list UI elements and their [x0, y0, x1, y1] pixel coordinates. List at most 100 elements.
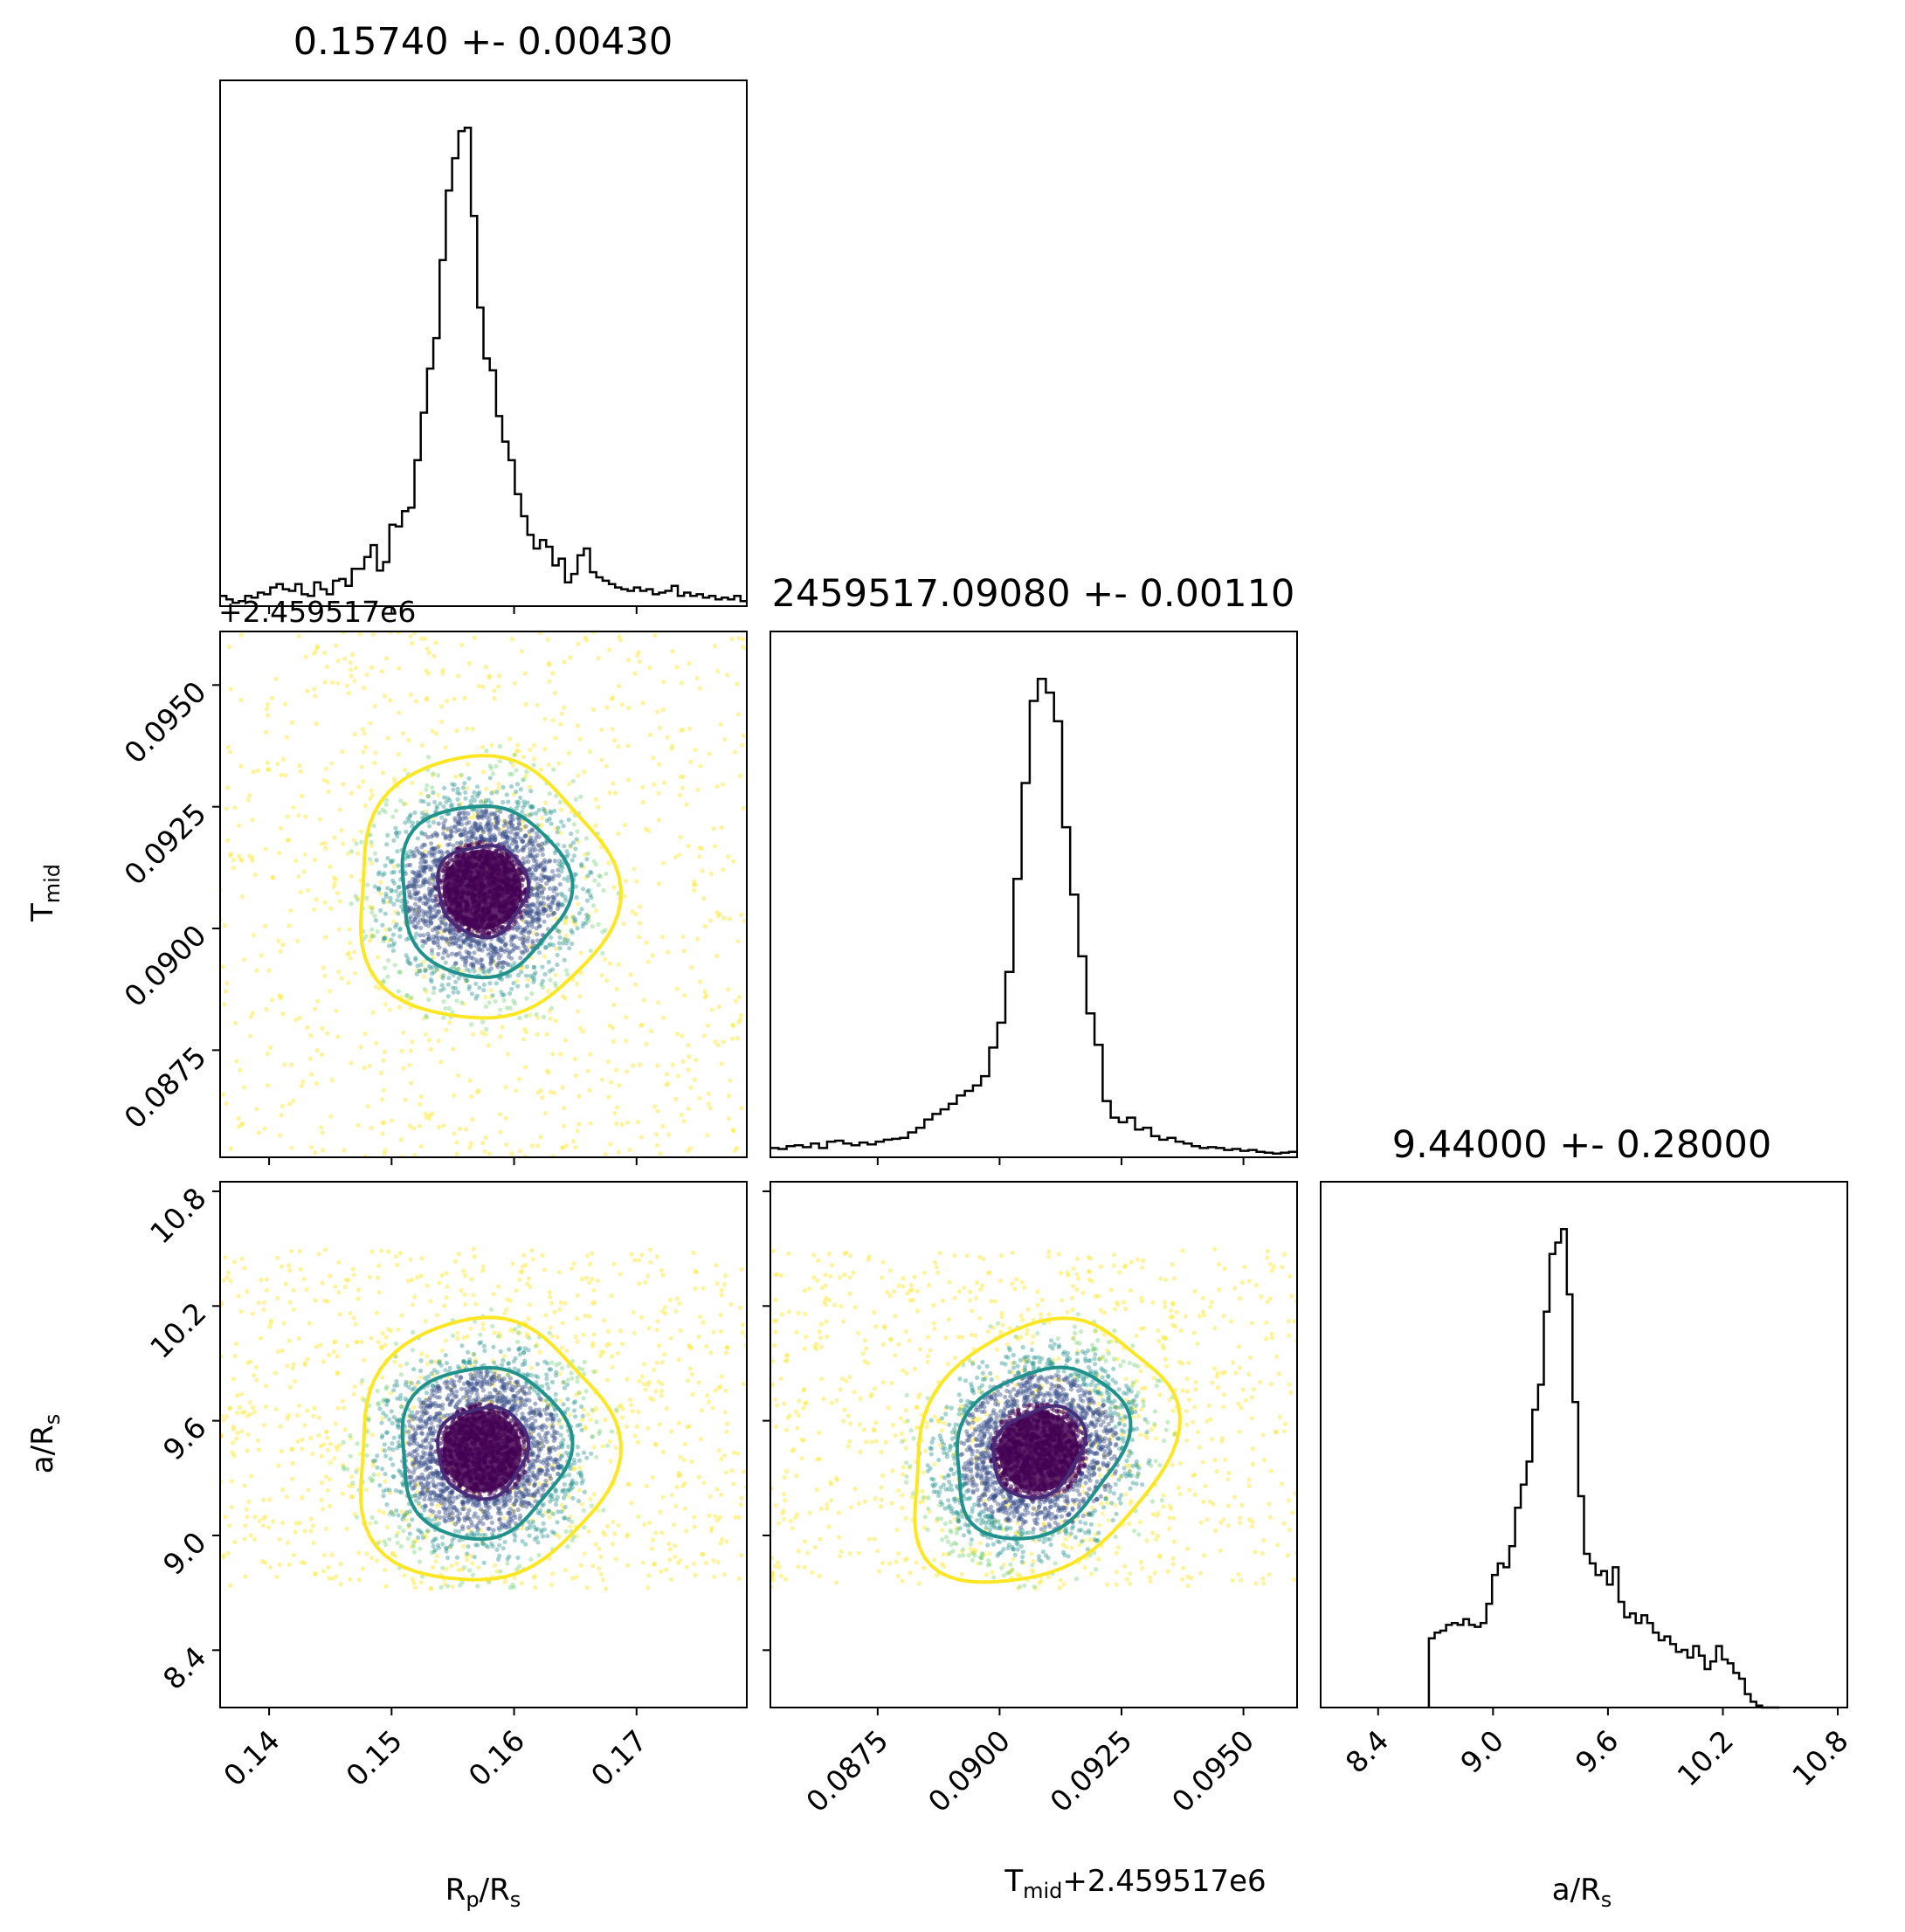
scatter-point: [565, 937, 570, 943]
scatter-point: [385, 886, 390, 891]
scatter-point: [242, 1266, 247, 1271]
scatter-point: [627, 1147, 632, 1153]
scatter-point: [377, 1406, 383, 1411]
scatter-point: [583, 1426, 589, 1432]
scatter-point: [426, 1038, 432, 1043]
scatter-point: [552, 911, 557, 916]
scatter-point: [416, 849, 421, 854]
scatter-point: [706, 1399, 712, 1404]
scatter-point: [704, 993, 709, 998]
scatter-point: [701, 896, 707, 901]
scatter-point: [514, 935, 519, 940]
scatter-point: [332, 835, 337, 840]
scatter-point: [544, 859, 549, 865]
scatter-point: [495, 1506, 501, 1511]
scatter-point: [453, 966, 459, 971]
scatter-point: [636, 1120, 641, 1125]
scatter-point: [437, 1280, 442, 1286]
scatter-point: [521, 1494, 527, 1499]
scatter-point: [287, 1101, 293, 1107]
scatter-point: [431, 1388, 437, 1393]
scatter-point: [454, 1140, 459, 1145]
scatter-point: [425, 936, 431, 942]
scatter-point: [488, 800, 494, 805]
scatter-point: [383, 894, 389, 900]
scatter-point: [431, 969, 437, 975]
scatter-point: [301, 869, 307, 874]
scatter-point: [669, 1577, 674, 1582]
scatter-point: [310, 1523, 316, 1528]
scatter-point: [404, 1517, 409, 1522]
scatter-point: [502, 942, 507, 949]
scatter-point: [522, 949, 528, 954]
scatter-point: [597, 1566, 602, 1571]
scatter-point: [238, 763, 244, 769]
scatter-point: [477, 790, 482, 795]
scatter-point: [586, 887, 591, 894]
scatter-point: [626, 1482, 632, 1487]
scatter-point: [490, 993, 495, 998]
scatter-point: [480, 963, 486, 968]
scatter-point: [604, 1342, 610, 1348]
scatter-point: [451, 927, 456, 932]
scatter-point: [692, 1077, 698, 1082]
scatter-point: [334, 1574, 339, 1579]
scatter-point: [252, 1536, 258, 1542]
scatter-point: [455, 819, 460, 825]
scatter-point: [387, 1007, 392, 1012]
scatter-point: [245, 1432, 251, 1437]
scatter-point: [455, 990, 461, 995]
scatter-point: [723, 1273, 728, 1279]
scatter-point: [440, 831, 446, 837]
scatter-point: [702, 995, 707, 1000]
scatter-point: [390, 878, 396, 883]
scatter-point: [535, 1458, 540, 1463]
scatter-point: [412, 1294, 418, 1300]
scatter-point: [570, 840, 576, 845]
scatter-point: [355, 897, 360, 902]
scatter-point: [408, 812, 413, 818]
scatter-point: [414, 914, 419, 920]
scatter-point: [498, 1112, 503, 1117]
scatter-point: [380, 1447, 385, 1452]
scatter-point: [369, 793, 375, 798]
scatter-point: [381, 1087, 386, 1093]
scatter-point: [428, 1586, 433, 1591]
scatter-point: [539, 873, 544, 878]
scatter-point: [687, 1424, 692, 1429]
scatter-point: [466, 954, 471, 959]
scatter-point: [332, 881, 337, 887]
scatter-point: [483, 1004, 488, 1010]
scatter-point: [425, 794, 431, 799]
scatter-point: [517, 936, 522, 942]
scatter-point: [451, 990, 456, 995]
scatter-point: [668, 1335, 673, 1341]
scatter-point: [397, 969, 403, 975]
scatter-point: [490, 929, 495, 935]
scatter-point: [348, 1311, 353, 1316]
scatter-point: [538, 883, 543, 889]
scatter-point: [526, 909, 531, 914]
scatter-point: [523, 701, 528, 707]
scatter-point: [632, 1258, 638, 1263]
scatter-point: [555, 962, 560, 968]
scatter-point: [423, 1111, 428, 1116]
scatter-point: [396, 1530, 401, 1535]
scatter-point: [489, 947, 494, 952]
scatter-point: [413, 896, 418, 901]
scatter-point: [374, 858, 379, 863]
scatter-point: [278, 996, 283, 1001]
scatter-point: [613, 1067, 619, 1073]
scatter-point: [521, 941, 526, 946]
scatter-point: [542, 865, 548, 870]
scatter-point: [457, 1126, 463, 1131]
scatter-point: [639, 1374, 645, 1379]
scatter-point: [491, 946, 496, 951]
scatter-point: [483, 1501, 488, 1506]
scatter-point: [445, 1397, 450, 1402]
scatter-point: [531, 742, 537, 749]
scatter-point: [442, 947, 447, 952]
scatter-point: [267, 1324, 273, 1329]
scatter-point: [556, 929, 562, 935]
scatter-point: [483, 1135, 488, 1140]
